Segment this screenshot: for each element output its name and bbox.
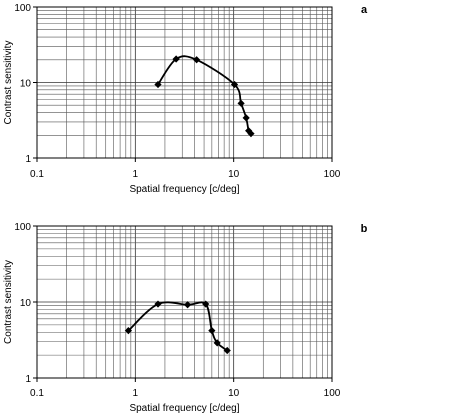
x-tick-label: 10 xyxy=(228,169,240,180)
data-point-marker xyxy=(208,327,216,335)
panel-label: a xyxy=(361,4,368,16)
x-axis-label: Spatial frequency [c/deg] xyxy=(129,184,239,195)
data-point-marker xyxy=(154,300,162,308)
x-tick-label: 0.1 xyxy=(30,169,44,180)
data-point-marker xyxy=(172,55,180,63)
x-tick-label: 100 xyxy=(324,169,341,180)
chart-panel-a: 0.1 1 10 100 1 10 100 Spatial frequency [c/deg]… xyxy=(3,3,368,195)
gridlines xyxy=(37,226,332,378)
y-tick-label: 10 xyxy=(20,79,32,90)
data-point-marker xyxy=(223,346,231,355)
data-point-marker xyxy=(124,327,132,335)
x-tick-label: 1 xyxy=(133,169,139,180)
data-point-marker xyxy=(193,56,201,64)
y-axis-label: Contrast sensitivity xyxy=(3,41,14,125)
y-axis-label: Contrast sensitivity xyxy=(3,260,14,344)
data-point-marker xyxy=(183,301,192,309)
y-tick-label: 10 xyxy=(20,298,32,309)
gridlines xyxy=(37,7,332,158)
data-point-marker xyxy=(154,80,162,89)
data-point-marker xyxy=(213,339,221,347)
panel-label: b xyxy=(361,223,368,235)
data-point-marker xyxy=(242,114,250,122)
data-point-marker xyxy=(230,80,239,89)
y-tick-label: 100 xyxy=(14,222,31,233)
data-point-marker xyxy=(237,99,245,107)
x-axis-label: Spatial frequency [c/deg] xyxy=(129,403,239,414)
x-tick-label: 10 xyxy=(228,388,240,399)
chart-panel-b: 0.1 1 10 100 1 10 100 Spatial frequency [c/deg]… xyxy=(3,222,368,414)
x-tick-label: 100 xyxy=(324,388,341,399)
x-tick-label: 1 xyxy=(133,388,139,399)
y-tick-label: 1 xyxy=(25,154,31,165)
y-tick-label: 1 xyxy=(25,374,31,385)
x-tick-label: 0.1 xyxy=(30,388,44,399)
data-point-marker xyxy=(247,130,255,138)
y-tick-label: 100 xyxy=(14,3,31,14)
data-point-marker xyxy=(202,300,210,308)
